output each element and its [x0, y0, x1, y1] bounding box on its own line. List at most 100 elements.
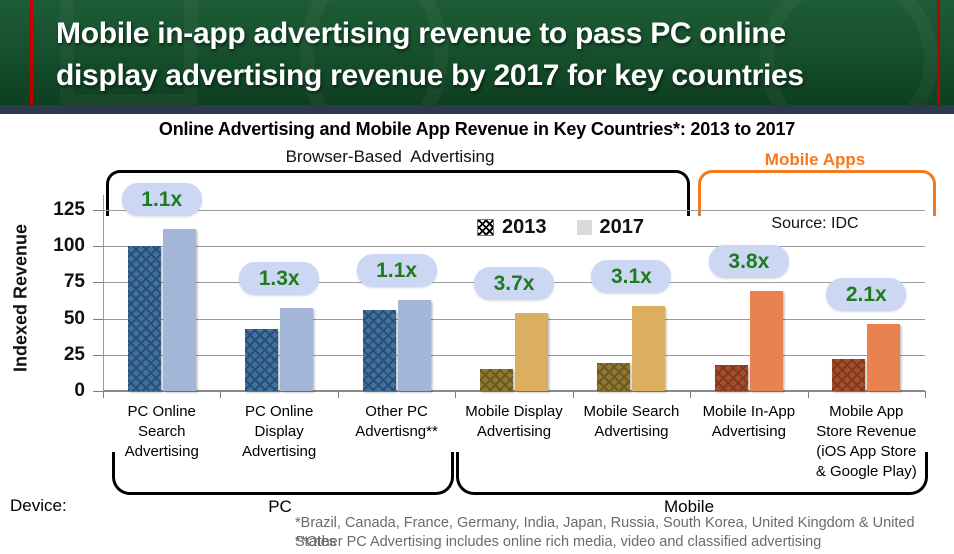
category-label-line: PC Online — [244, 403, 314, 420]
x-tick-mark — [690, 391, 692, 398]
x-axis-line — [103, 390, 925, 392]
category-label: Other PC Advertisng** — [335, 402, 459, 442]
page-title-line1: Mobile in-app advertising revenue to pas… — [56, 17, 786, 50]
browser-based-advertising-label: Browser-Based Advertising — [285, 147, 495, 166]
multiplier-badge: 1.1x — [121, 182, 202, 216]
y-tick-mark — [93, 246, 103, 248]
header-decoration — [60, 0, 198, 108]
bar-2013 — [362, 309, 396, 391]
bar-2017 — [515, 312, 548, 391]
category-label-line: Mobile Display — [465, 403, 563, 420]
y-tick-label: 100 — [53, 235, 85, 257]
legend-swatch-2017 — [576, 220, 592, 235]
bar-2017 — [632, 305, 666, 391]
y-tick-mark — [93, 282, 103, 284]
right-accent-line — [937, 0, 940, 105]
category-label-line: Advertisng** — [355, 423, 438, 440]
source-label: Source: IDC — [771, 215, 859, 232]
category-label: Mobile Display Advertising — [452, 402, 576, 442]
mobile-group-label: Mobile — [663, 497, 715, 516]
mobile-device-bracket — [456, 452, 928, 495]
category-label-line: & Google Play) — [815, 463, 917, 480]
mobile-apps-bracket — [698, 170, 936, 216]
multiplier-badge: 3.1x — [591, 259, 672, 293]
y-tick-mark — [93, 210, 103, 211]
footnote-other-pc: **Other PC Advertising includes online r… — [295, 534, 822, 550]
legend: 2013 2017 — [477, 216, 644, 239]
y-tick-mark — [93, 354, 103, 356]
bar-2017 — [162, 228, 196, 391]
multiplier-badge: 3.7x — [474, 266, 554, 300]
category-label-line: Search — [137, 423, 186, 440]
bar-2013 — [597, 363, 631, 391]
bar-2017 — [867, 324, 901, 391]
gridline — [103, 210, 925, 211]
category-label-line: Advertising — [594, 423, 669, 440]
y-tick-mark — [93, 391, 103, 392]
category-label-line: Advertising — [476, 423, 552, 440]
bar-2013 — [832, 359, 866, 391]
category-label-line: Mobile Search — [583, 403, 680, 420]
pc-group-label: PC — [268, 497, 292, 516]
mobile-apps-label: Mobile Apps — [764, 150, 866, 169]
category-label-line: Advertising — [242, 443, 317, 460]
category-label-line: Store Revenue — [816, 423, 917, 440]
divider-strip — [0, 105, 954, 114]
x-tick-mark — [455, 391, 457, 398]
x-tick-mark — [103, 391, 104, 398]
category-label: PC Online Display Advertising — [217, 402, 341, 462]
y-axis-label: Indexed Revenue — [10, 223, 31, 373]
gridline — [103, 246, 925, 248]
category-label-line: Advertising — [124, 443, 199, 460]
y-tick-label: 125 — [53, 199, 85, 220]
footnote-countries: *Brazil, Canada, France, Germany, India,… — [295, 515, 915, 550]
y-tick-label: 0 — [74, 380, 85, 401]
chart-title: Online Advertising and Mobile App Revenu… — [158, 119, 796, 139]
bar-2013 — [245, 328, 279, 391]
device-label: Device: — [10, 496, 67, 515]
left-accent-line — [30, 0, 33, 105]
bar-2017 — [749, 291, 783, 391]
browser-based-bracket — [106, 170, 690, 216]
multiplier-badge: 1.1x — [356, 253, 437, 287]
multiplier-badge: 3.8x — [708, 245, 789, 279]
category-label-line: Other PC — [365, 403, 428, 420]
y-tick-label: 25 — [63, 343, 85, 365]
page-title: Mobile in-app advertising revenue to pas… — [56, 13, 936, 97]
pc-device-bracket — [112, 452, 454, 495]
header-banner: Mobile in-app advertising revenue to pas… — [0, 0, 954, 148]
category-label: PC Online Search Advertising — [100, 402, 224, 462]
x-tick-mark — [220, 391, 222, 398]
category-label-line: (iOS App Store — [816, 443, 917, 460]
category-label: Mobile In-App Advertising — [687, 402, 811, 442]
category-label-line: Advertising — [711, 423, 786, 440]
page-title-line2: display advertising revenue by 2017 for … — [56, 59, 804, 92]
gridline — [103, 354, 925, 356]
multiplier-badge: 2.1x — [826, 278, 907, 312]
gridline — [103, 318, 925, 320]
multiplier-badge: 1.3x — [239, 262, 320, 296]
x-tick-mark — [807, 391, 809, 398]
legend-swatch-2013 — [477, 219, 494, 236]
bar-2013 — [480, 369, 513, 391]
x-tick-mark — [572, 391, 574, 398]
category-label: Mobile App Store Revenue (iOS App Store & G… — [804, 402, 928, 482]
bar-2017 — [397, 299, 431, 391]
category-label-line: Mobile App — [829, 403, 904, 420]
category-label-line: Mobile In-App — [702, 403, 796, 420]
y-tick-label: 50 — [63, 307, 85, 329]
y-tick-mark — [93, 318, 103, 320]
legend-label-2013: 2013 — [502, 216, 547, 238]
y-axis-line — [103, 195, 104, 391]
bar-2017 — [280, 308, 314, 391]
legend-item-2013: 2013 — [477, 216, 547, 239]
category-label-line: Display — [254, 423, 304, 440]
legend-item-2017: 2017 — [576, 216, 644, 239]
bar-2013 — [714, 364, 748, 391]
bar-2013 — [127, 246, 161, 391]
x-tick-mark — [925, 391, 926, 398]
category-label: Mobile Search Advertising — [569, 402, 693, 442]
x-tick-mark — [337, 391, 339, 398]
category-label-line: PC Online — [127, 403, 196, 420]
